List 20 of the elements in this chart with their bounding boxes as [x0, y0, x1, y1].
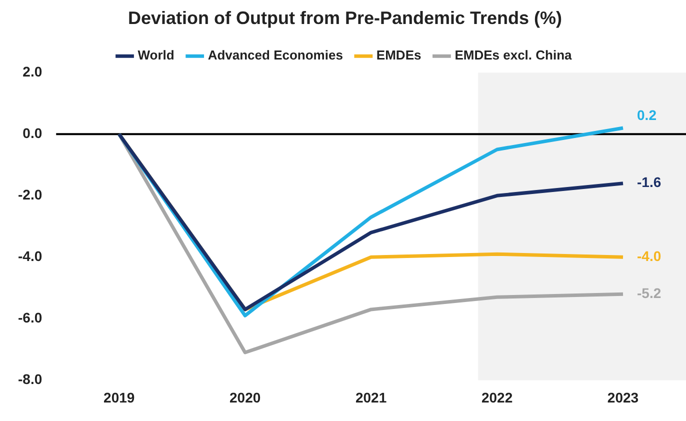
- data-label: -1.6: [637, 174, 662, 190]
- y-tick-label: -8.0: [18, 371, 42, 388]
- x-tick-label: 2021: [355, 389, 387, 406]
- y-tick-label: 2.0: [22, 63, 42, 80]
- y-tick-label: -2.0: [18, 186, 42, 202]
- data-label: -4.0: [637, 248, 662, 264]
- legend-label: EMDEs excl. China: [454, 48, 573, 63]
- y-tick-label: 0.0: [22, 124, 42, 141]
- legend-label: EMDEs: [376, 48, 422, 63]
- legend-label: Advanced Economies: [208, 48, 343, 63]
- x-tick-label: 2020: [230, 389, 261, 406]
- chart-title: Deviation of Output from Pre-Pandemic Trends (%): [128, 8, 562, 28]
- y-tick-label: -6.0: [18, 310, 42, 326]
- legend-label: World: [138, 48, 174, 63]
- x-tick-label: 2023: [607, 389, 639, 406]
- y-tick-label: -4.0: [18, 248, 42, 264]
- x-tick-label: 2022: [481, 389, 513, 406]
- data-label: -5.2: [637, 284, 662, 301]
- data-label: 0.2: [637, 106, 657, 123]
- x-tick-label: 2019: [104, 389, 135, 406]
